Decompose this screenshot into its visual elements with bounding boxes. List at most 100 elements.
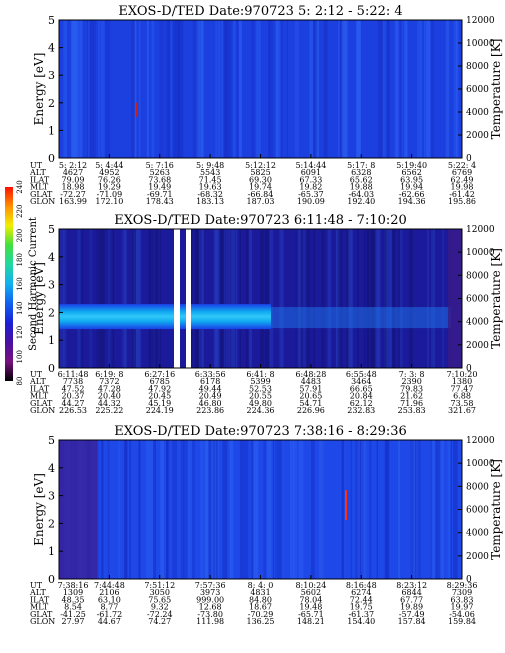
table-row-label: GLAT bbox=[30, 190, 53, 199]
table-cell: 47.92 bbox=[148, 384, 171, 393]
table-cell: 111.98 bbox=[196, 617, 224, 626]
table-cell: 3050 bbox=[150, 588, 170, 597]
y-tick-label-right: 12000 bbox=[466, 436, 495, 446]
table-cell: 6:41: 8 bbox=[246, 370, 274, 379]
table-cell: 6091 bbox=[301, 168, 321, 177]
table-cell: 224.19 bbox=[146, 406, 174, 415]
table-row-label: ILAT bbox=[30, 384, 50, 393]
table-cell: 84.80 bbox=[249, 595, 272, 604]
y-tick-label: 3 bbox=[48, 69, 55, 82]
low-density-region bbox=[59, 440, 97, 579]
table-cell: 6:33:56 bbox=[195, 370, 226, 379]
colorbar-tick: 120 bbox=[16, 326, 24, 339]
table-cell: 194.36 bbox=[398, 197, 426, 206]
table-cell: 19.48 bbox=[299, 603, 322, 612]
table-cell: 5:14:44 bbox=[295, 161, 326, 170]
table-cell: 20.45 bbox=[148, 392, 171, 401]
table-cell: 3464 bbox=[351, 377, 371, 386]
table-row-label: MLT bbox=[30, 603, 49, 612]
table-cell: -65.71 bbox=[298, 610, 324, 619]
y-tick-label: 4 bbox=[48, 42, 55, 55]
table-cell: 62.49 bbox=[451, 175, 474, 184]
x-ticks bbox=[58, 154, 463, 158]
table-cell: 65.62 bbox=[350, 175, 373, 184]
table-row-label: GLAT bbox=[30, 610, 53, 619]
table-cell: 19.74 bbox=[249, 183, 272, 192]
table-cell: 20.55 bbox=[249, 392, 272, 401]
colorbar: 80 100 120 140 160 180 200 220 240 Second Harmoni… bbox=[5, 180, 39, 385]
y-axis-label-left: Energy [eV] bbox=[32, 473, 46, 546]
table-cell: 2390 bbox=[401, 377, 421, 386]
table-cell: 7:38:16 bbox=[58, 581, 89, 590]
y-axis-label-right: Temperature [K] bbox=[489, 248, 503, 349]
table-cell: 226.96 bbox=[297, 406, 325, 415]
panel-title: EXOS-D/TED Date:970723 7:38:16 - 8:29:36 bbox=[114, 424, 407, 439]
table-cell: 7738 bbox=[63, 377, 83, 386]
y-tick-label: 1 bbox=[48, 334, 55, 347]
table-cell: 4483 bbox=[301, 377, 321, 386]
y-tick-label-right: 0 bbox=[466, 364, 472, 374]
table-cell: 45.19 bbox=[148, 399, 171, 408]
y-tick-label: 2 bbox=[48, 97, 55, 110]
table-cell: 19.75 bbox=[350, 603, 373, 612]
table-cell: 7:44:48 bbox=[94, 581, 125, 590]
table-cell: 187.03 bbox=[247, 197, 275, 206]
x-ticks bbox=[58, 364, 463, 368]
table-cell: 6274 bbox=[351, 588, 371, 597]
table-cell: 4952 bbox=[99, 168, 119, 177]
panels: EXOS-D/TED Date:970723 5: 2:12 - 5:22: 4… bbox=[29, 4, 503, 626]
table-cell: -66.84 bbox=[248, 190, 274, 199]
table-cell: 7:51:12 bbox=[144, 581, 175, 590]
table-cell: 4831 bbox=[250, 588, 270, 597]
table-cell: 178.43 bbox=[146, 197, 174, 206]
data-gap bbox=[186, 229, 191, 368]
table-cell: 57.91 bbox=[299, 384, 322, 393]
y-tick-label-right: 8000 bbox=[466, 482, 489, 492]
table-cell: 6562 bbox=[401, 168, 421, 177]
y-tick-label-right: 8000 bbox=[466, 271, 489, 281]
spectrogram-texture bbox=[63, 20, 459, 158]
table-cell: 154.40 bbox=[347, 617, 375, 626]
table-cell: 172.10 bbox=[95, 197, 123, 206]
table-cell: 21.62 bbox=[400, 392, 423, 401]
table-cell: 6:27:16 bbox=[144, 370, 175, 379]
table-cell: 223.86 bbox=[196, 406, 224, 415]
table-cell: 5399 bbox=[250, 377, 270, 386]
table-cell: 67.77 bbox=[400, 595, 423, 604]
y-axis-label-left: Energy [eV] bbox=[32, 53, 46, 126]
y-tick-label: 0 bbox=[48, 152, 55, 165]
y-tick-label-right: 12000 bbox=[466, 225, 495, 235]
table-cell: -61.37 bbox=[348, 610, 374, 619]
y-axis-label-right: Temperature [K] bbox=[489, 39, 503, 140]
table-cell: 79.83 bbox=[400, 384, 423, 393]
y-tick-label-right: 10000 bbox=[466, 459, 495, 469]
y-tick-label: 1 bbox=[48, 545, 55, 558]
table-row-label: ILAT bbox=[30, 175, 50, 184]
table-cell: 19.94 bbox=[400, 183, 423, 192]
table-cell: 63.10 bbox=[98, 595, 121, 604]
table-row-label: UT bbox=[30, 161, 43, 170]
colorbar-tick: 100 bbox=[16, 350, 24, 363]
table-cell: 6:48:28 bbox=[295, 370, 326, 379]
table-cell: 5:12:12 bbox=[245, 161, 276, 170]
table-cell: 195.86 bbox=[448, 197, 476, 206]
table-cell: 6.88 bbox=[453, 392, 471, 401]
table-cell: -72.24 bbox=[147, 610, 173, 619]
table-cell: 8.54 bbox=[64, 603, 82, 612]
table-row-label: MLT bbox=[30, 392, 49, 401]
panel-title: EXOS-D/TED Date:970723 6:11:48 - 7:10:20 bbox=[114, 213, 407, 228]
table-cell: 44.27 bbox=[62, 399, 85, 408]
y-tick-label-right: 8000 bbox=[466, 62, 489, 72]
y-tick-label-right: 4000 bbox=[466, 318, 489, 328]
y-axis-left: 0 1 2 3 4 5 Energy [eV] bbox=[32, 223, 63, 375]
table-cell: 71.45 bbox=[199, 175, 222, 184]
table-cell: 63.83 bbox=[451, 595, 474, 604]
table-cell: 19.29 bbox=[98, 183, 121, 192]
table-cell: 232.83 bbox=[347, 406, 375, 415]
y-tick-label: 3 bbox=[48, 279, 55, 292]
table-cell: 49.44 bbox=[199, 384, 222, 393]
